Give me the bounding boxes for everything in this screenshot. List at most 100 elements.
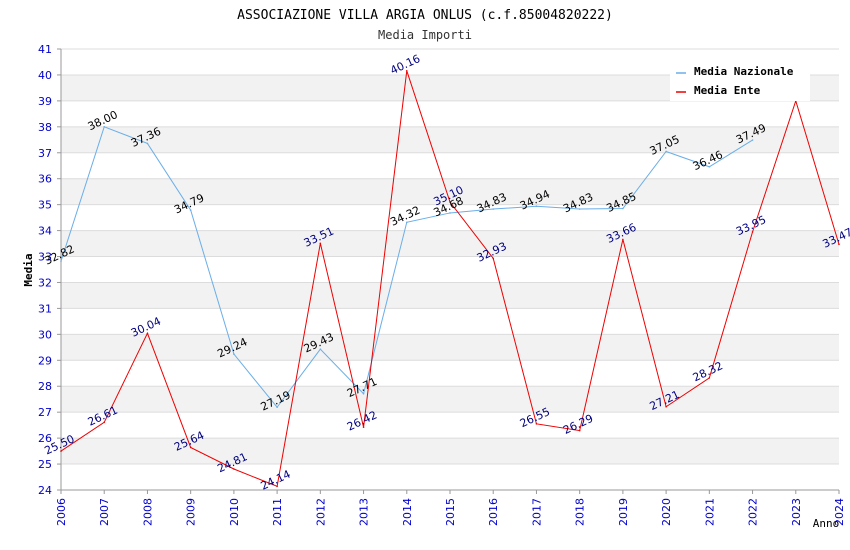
legend-label-media-nazionale: Media Nazionale [694,65,794,78]
x-tick-label: 2007 [98,498,111,526]
x-tick-label: 2014 [401,498,414,526]
data-point-media-ente [535,423,538,425]
y-tick-label: 34 [38,225,52,238]
y-tick-label: 40 [38,69,52,82]
data-labels: 32.8238.0037.3634.7929.2427.1929.4327.71… [42,52,850,493]
x-tick-label: 2024 [833,498,846,526]
x-tick-label: 2021 [703,498,716,526]
x-tick-label: 2011 [271,498,284,526]
grid-band [61,438,839,465]
data-point-media-ente [60,450,62,452]
y-tick-label: 39 [38,95,52,108]
y-tick-label: 28 [38,380,52,393]
data-point-media-nazionale [319,348,322,350]
y-tick-label: 30 [38,328,52,341]
data-point-media-nazionale [492,208,495,210]
data-point-media-ente [751,231,754,233]
chart-title: ASSOCIAZIONE VILLA ARGIA ONLUS (c.f.8500… [237,8,613,23]
y-tick-label: 25 [38,458,52,471]
data-point-media-ente [708,377,711,379]
x-axis-ticks: 2006 2007 2008 2009 2010 2011 2012 2013 2014 2015… [55,490,846,526]
data-point-media-nazionale [622,207,624,210]
grid-band [61,386,839,413]
legend: Media Nazionale Media Ente [670,59,810,101]
legend-label-media-ente: Media Ente [694,84,761,97]
data-point-media-nazionale [535,205,538,208]
y-tick-label: 26 [38,432,52,445]
data-point-media-nazionale [449,212,451,214]
data-label-media-ente: 28.32 [691,359,725,384]
data-point-media-nazionale [665,150,667,153]
data-point-media-ente [405,69,408,72]
grid-band [61,282,839,309]
y-tick-label: 38 [38,121,52,134]
data-point-media-nazionale [362,392,365,395]
data-label-media-ente: 40.16 [388,52,422,77]
data-label-media-ente: 26.29 [561,412,595,437]
data-point-media-ente [665,405,667,408]
y-tick-label: 24 [38,484,52,497]
data-point-media-ente [838,243,840,246]
grid-band [61,126,839,153]
data-point-media-nazionale [405,221,408,224]
x-tick-label: 2019 [617,498,630,526]
data-point-media-ente [146,332,149,335]
y-axis-label: Media [22,253,35,286]
data-point-media-ente [362,426,365,429]
x-tick-label: 2010 [228,498,241,526]
data-point-media-ente [319,242,322,245]
x-tick-label: 2016 [487,498,500,526]
x-tick-label: 2008 [141,498,154,526]
x-tick-label: 2017 [530,498,543,526]
y-tick-label: 32 [38,276,52,289]
data-point-media-ente [449,201,451,203]
data-point-media-nazionale [146,142,149,145]
data-point-media-ente [578,429,581,432]
x-tick-label: 2018 [574,498,587,526]
y-tick-label: 36 [38,173,52,186]
x-tick-label: 2022 [747,498,760,526]
x-tick-label: 2023 [790,498,803,526]
data-point-media-nazionale [103,126,106,128]
y-tick-label: 41 [38,43,52,56]
data-point-media-nazionale [233,353,235,355]
data-point-media-ente [492,257,495,260]
legend-box [670,59,810,101]
data-point-media-ente [622,238,624,241]
data-point-media-nazionale [708,165,711,168]
x-tick-label: 2009 [185,498,198,526]
grid-band [61,178,839,205]
data-point-media-nazionale [578,208,581,210]
y-tick-label: 37 [38,147,52,160]
data-point-media-ente [276,485,278,488]
data-point-media-nazionale [60,260,62,262]
y-tick-label: 27 [38,406,52,419]
data-label-media-ente: 24.14 [259,468,293,493]
y-tick-label: 35 [38,199,52,212]
data-point-media-nazionale [276,406,278,409]
axes [60,49,839,491]
grid-band [61,230,839,257]
y-tick-label: 31 [38,302,52,315]
y-tick-label: 29 [38,354,52,367]
grid-bands [61,74,839,465]
x-tick-label: 2013 [358,498,371,526]
data-point-media-nazionale [189,209,192,211]
data-label-media-nazionale: 32.82 [42,242,76,267]
x-tick-label: 2006 [55,498,68,526]
x-tick-label: 2012 [314,498,327,526]
data-point-media-nazionale [751,139,754,141]
data-point-media-ente [189,446,192,449]
y-axis-ticks: 24 25 26 27 28 29 30 31 32 33 34 35 36 37 38 39 40 41 [38,43,61,497]
chart-subtitle: Media Importi [378,28,472,42]
gridlines [61,48,839,491]
x-axis-label: Anno [813,517,840,530]
y-tick-label: 33 [38,251,52,264]
data-point-media-ente [233,468,235,470]
x-tick-label: 2020 [660,498,673,526]
x-tick-label: 2015 [444,498,457,526]
data-label-media-nazionale: 34.32 [388,204,422,229]
series-lines [60,69,840,488]
series-line-media-nazionale [60,126,753,409]
